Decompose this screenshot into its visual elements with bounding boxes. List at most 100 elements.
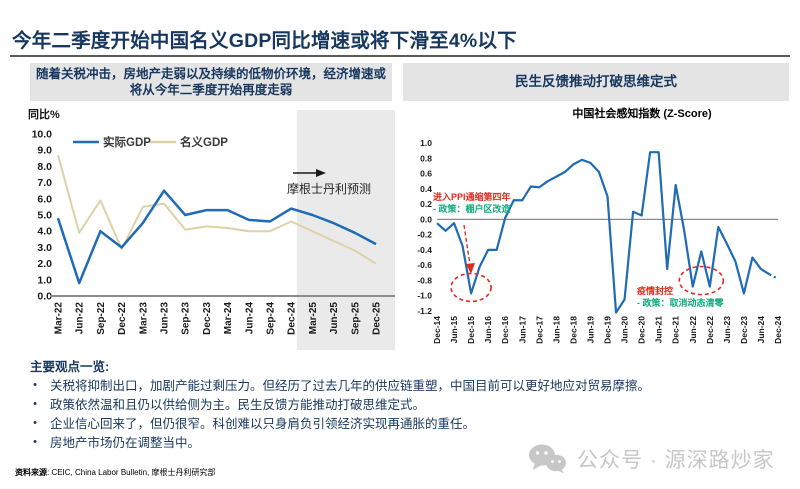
svg-text:Dec-25: Dec-25 xyxy=(372,302,383,335)
source-label: 资料来源 xyxy=(15,468,47,477)
svg-text:Jun-25: Jun-25 xyxy=(329,302,340,335)
svg-text:Mar-25: Mar-25 xyxy=(308,302,319,335)
opinion-item: • 房地产市场仍在调整当中。 xyxy=(30,435,775,451)
svg-text:Jun-15: Jun-15 xyxy=(449,316,459,344)
source-line: 资料来源: CEIC, China Labor Bulletin, 摩根士丹利研… xyxy=(15,467,216,478)
svg-text:Jun-19: Jun-19 xyxy=(585,316,595,344)
svg-text:-1.0: -1.0 xyxy=(417,291,432,301)
opinion-item: • 企业信心回来了，但仍很窄。科创难以只身肩负引领经济实现再通胀的重任。 xyxy=(30,416,775,432)
chart-annotation: 进入PPI通缩第四年 xyxy=(433,191,511,202)
svg-text:Jun-23: Jun-23 xyxy=(160,302,171,335)
svg-text:0.2: 0.2 xyxy=(420,199,432,209)
svg-text:Sep-23: Sep-23 xyxy=(181,302,192,335)
svg-text:Dec-17: Dec-17 xyxy=(534,316,544,344)
svg-text:-0.2: -0.2 xyxy=(417,230,432,240)
svg-text:Dec-16: Dec-16 xyxy=(500,316,510,344)
social-sentiment-chart: 中国社会感知指数 (Z-Score) 1.0 0.8 0.6 0.4 0.2 0.0 -0.2… xyxy=(417,106,783,344)
svg-text:-1.2: -1.2 xyxy=(417,306,432,316)
svg-text:Jun-24: Jun-24 xyxy=(756,316,766,344)
bullet-icon: • xyxy=(33,417,37,429)
svg-text:0.8: 0.8 xyxy=(420,153,432,163)
sentiment-line-dashed xyxy=(768,273,779,280)
svg-text:Jun-22: Jun-22 xyxy=(688,316,698,344)
watermark: 公众号 · 源深路炒家 xyxy=(528,443,775,474)
svg-text:Dec-18: Dec-18 xyxy=(568,316,578,344)
bullet-icon: • xyxy=(33,398,37,410)
svg-text:Jun-22: Jun-22 xyxy=(75,302,86,335)
svg-text:Jun-21: Jun-21 xyxy=(654,316,664,344)
svg-text:Dec-22: Dec-22 xyxy=(705,316,715,344)
svg-text:0.0: 0.0 xyxy=(420,214,432,224)
opinion-item: • 关税将抑制出口，加剧产能过剩压力。但经历了过去几年的供应链重塑，中国目前可以更… xyxy=(30,378,775,394)
svg-text:1.0: 1.0 xyxy=(37,274,52,286)
page-title: 今年二季度开始中国名义GDP同比增速或将下滑至4%以下 xyxy=(12,30,517,52)
svg-text:9.0: 9.0 xyxy=(37,145,52,157)
svg-text:Sep-24: Sep-24 xyxy=(266,302,277,335)
svg-text:Sep-25: Sep-25 xyxy=(350,302,361,335)
svg-text:6.0: 6.0 xyxy=(37,193,52,205)
svg-text:Dec-21: Dec-21 xyxy=(671,316,681,344)
svg-text:Dec-19: Dec-19 xyxy=(603,316,613,344)
svg-text:Jun-23: Jun-23 xyxy=(722,316,732,344)
chart-annotation: - 政策：棚户区改造 xyxy=(433,203,511,214)
opinion-list: • 关税将抑制出口，加剧产能过剩压力。但经历了过去几年的供应链重塑，中国目前可以更… xyxy=(30,378,775,451)
opinions-header: 主要观点一览: xyxy=(30,360,110,374)
svg-text:Dec-15: Dec-15 xyxy=(466,316,476,344)
svg-text:Mar-23: Mar-23 xyxy=(138,302,149,335)
legend-label: 名义GDP xyxy=(180,135,228,149)
svg-text:-0.8: -0.8 xyxy=(417,275,432,285)
svg-text:Dec-23: Dec-23 xyxy=(739,316,749,344)
svg-text:Dec-14: Dec-14 xyxy=(432,316,442,344)
source-text: : CEIC, China Labor Bulletin, 摩根士丹利研究部 xyxy=(47,468,216,477)
svg-text:10.0: 10.0 xyxy=(32,129,53,141)
forecast-arrow-icon xyxy=(316,169,326,177)
svg-text:Mar-24: Mar-24 xyxy=(223,302,234,335)
svg-text:Dec-22: Dec-22 xyxy=(117,302,128,335)
svg-text:4.0: 4.0 xyxy=(37,226,52,238)
right-panel-header: 民生反馈推动打破思维定式 xyxy=(403,63,789,101)
nominal-gdp-line xyxy=(57,154,377,265)
svg-text:1.0: 1.0 xyxy=(420,138,432,148)
svg-text:2.0: 2.0 xyxy=(37,258,52,270)
gdp-yoy-chart: 同比% 0.0 1.0 2.0 3.0 4.0 5.0 6.0 7.0 8.0 9.0 10.0 Mar… xyxy=(28,107,395,350)
chart-title: 中国社会感知指数 (Z-Score) xyxy=(572,106,712,120)
left-panel-header: 随着关税冲击，房地产走弱以及持续的低物价环境，经济增速或将从今年二季度开始再度走… xyxy=(30,63,392,101)
sentiment-line xyxy=(436,151,771,314)
watermark-text: 公众号 · 源深路炒家 xyxy=(577,448,775,472)
highlight-ellipse xyxy=(678,265,725,296)
svg-text:0.0: 0.0 xyxy=(37,291,52,303)
svg-text:-0.6: -0.6 xyxy=(417,260,432,270)
svg-text:Mar-22: Mar-22 xyxy=(54,302,65,335)
chart-annotation: 疫情封控 xyxy=(637,285,673,296)
title-underline xyxy=(10,55,790,57)
svg-text:Dec-24: Dec-24 xyxy=(773,316,783,344)
chart-annotation: - 政策：取消动态清零 xyxy=(637,297,724,308)
svg-text:0.4: 0.4 xyxy=(420,184,432,194)
annotation-arrow-icon xyxy=(466,263,475,274)
y-axis-title: 同比% xyxy=(28,107,60,121)
svg-text:3.0: 3.0 xyxy=(37,242,52,254)
svg-text:Jun-16: Jun-16 xyxy=(483,316,493,344)
svg-text:5.0: 5.0 xyxy=(37,210,52,222)
svg-text:Dec-23: Dec-23 xyxy=(202,302,213,335)
key-opinions-section: 主要观点一览: • 关税将抑制出口，加剧产能过剩压力。但经历了过去几年的供应链重塑… xyxy=(30,356,775,454)
svg-text:Dec-20: Dec-20 xyxy=(637,316,647,344)
real-gdp-line xyxy=(56,189,377,285)
opinion-item: • 政策依然温和且仍以供给侧为主。民生反馈方能推动打破思维定式。 xyxy=(30,397,775,413)
svg-text:-0.4: -0.4 xyxy=(417,245,432,255)
bullet-icon: • xyxy=(33,436,37,448)
svg-text:Dec-24: Dec-24 xyxy=(287,302,298,335)
svg-text:8.0: 8.0 xyxy=(37,161,52,173)
svg-text:Jun-24: Jun-24 xyxy=(244,302,255,335)
svg-text:Jun-20: Jun-20 xyxy=(620,316,630,344)
svg-text:Sep-22: Sep-22 xyxy=(96,302,107,335)
svg-text:7.0: 7.0 xyxy=(37,177,52,189)
wechat-icon xyxy=(529,444,566,474)
svg-text:Jun-18: Jun-18 xyxy=(551,316,561,344)
svg-text:Jun-17: Jun-17 xyxy=(517,316,527,344)
bullet-icon: • xyxy=(33,379,37,391)
legend-label: 实际GDP xyxy=(103,135,151,149)
svg-text:0.6: 0.6 xyxy=(420,169,432,179)
forecast-label: 摩根士丹利预测 xyxy=(287,181,371,196)
